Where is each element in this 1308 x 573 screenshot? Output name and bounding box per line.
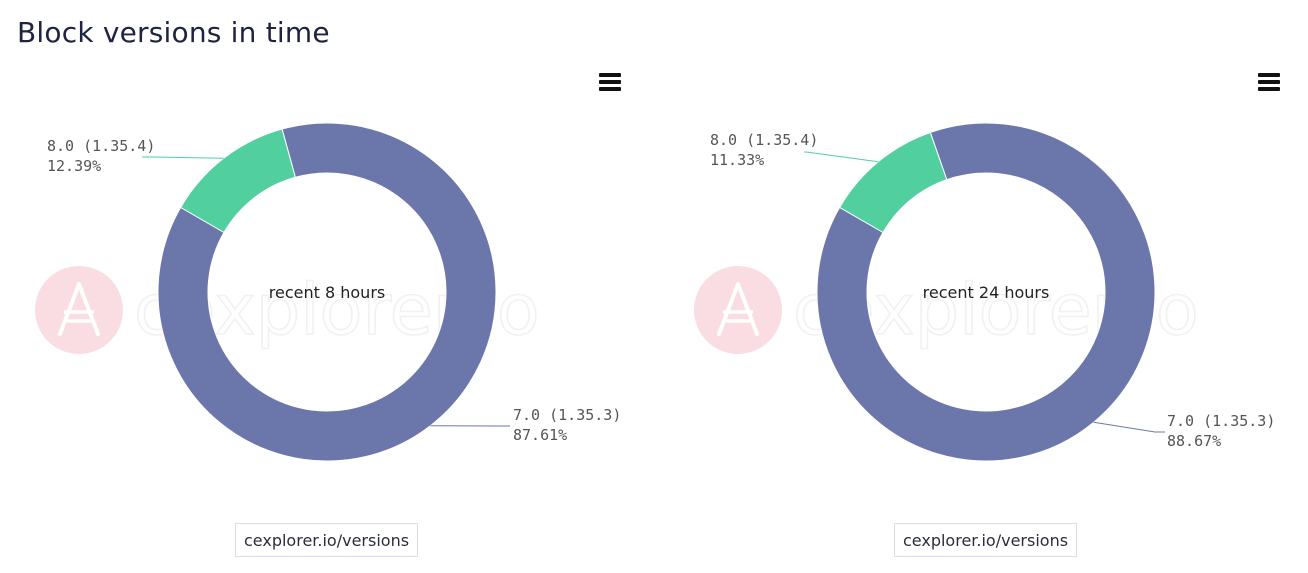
data-label-percent: 87.61% xyxy=(513,426,567,444)
donut-center-label: recent 8 hours xyxy=(269,283,385,302)
data-label-version: 8.0 (1.35.4) xyxy=(47,137,155,155)
donut-slice-7-0[interactable] xyxy=(816,122,1156,462)
chart-panel-recent-8-hours: cexplorer.io 8.0 (1.35.4) 12.39% 7.0 (1.35.… xyxy=(0,62,640,573)
cardano-ada-icon xyxy=(35,266,123,354)
donut-slice-7-0[interactable] xyxy=(157,122,497,462)
data-label-connector xyxy=(1093,421,1165,433)
chart-panel-recent-24-hours: cexplorer.io 8.0 (1.35.4) 11.33% 7.0 (1.35.… xyxy=(659,62,1299,573)
source-link[interactable]: cexplorer.io/versions xyxy=(235,523,419,557)
data-label-connector xyxy=(142,156,224,159)
chart-menu-icon[interactable] xyxy=(1258,72,1280,92)
chart-menu-icon[interactable] xyxy=(599,72,621,92)
data-label-percent: 12.39% xyxy=(47,157,101,175)
source-link[interactable]: cexplorer.io/versions xyxy=(894,523,1078,557)
page-title: Block versions in time xyxy=(17,16,330,49)
donut-chart-recent-24-hours: cexplorer.io8.0 (1.35.4)11.33%7.0 (1.35.… xyxy=(694,122,1275,462)
cardano-ada-icon xyxy=(694,266,782,354)
data-label-percent: 88.67% xyxy=(1167,432,1221,450)
data-label-version: 7.0 (1.35.3) xyxy=(1167,412,1275,430)
donut-chart-recent-8-hours: cexplorer.io8.0 (1.35.4)12.39%7.0 (1.35.… xyxy=(35,122,621,462)
data-label-percent: 11.33% xyxy=(710,151,764,169)
donut-center-label: recent 24 hours xyxy=(923,283,1050,302)
data-label-version: 8.0 (1.35.4) xyxy=(710,131,818,149)
data-label-connector xyxy=(804,151,879,163)
data-label-version: 7.0 (1.35.3) xyxy=(513,406,621,424)
